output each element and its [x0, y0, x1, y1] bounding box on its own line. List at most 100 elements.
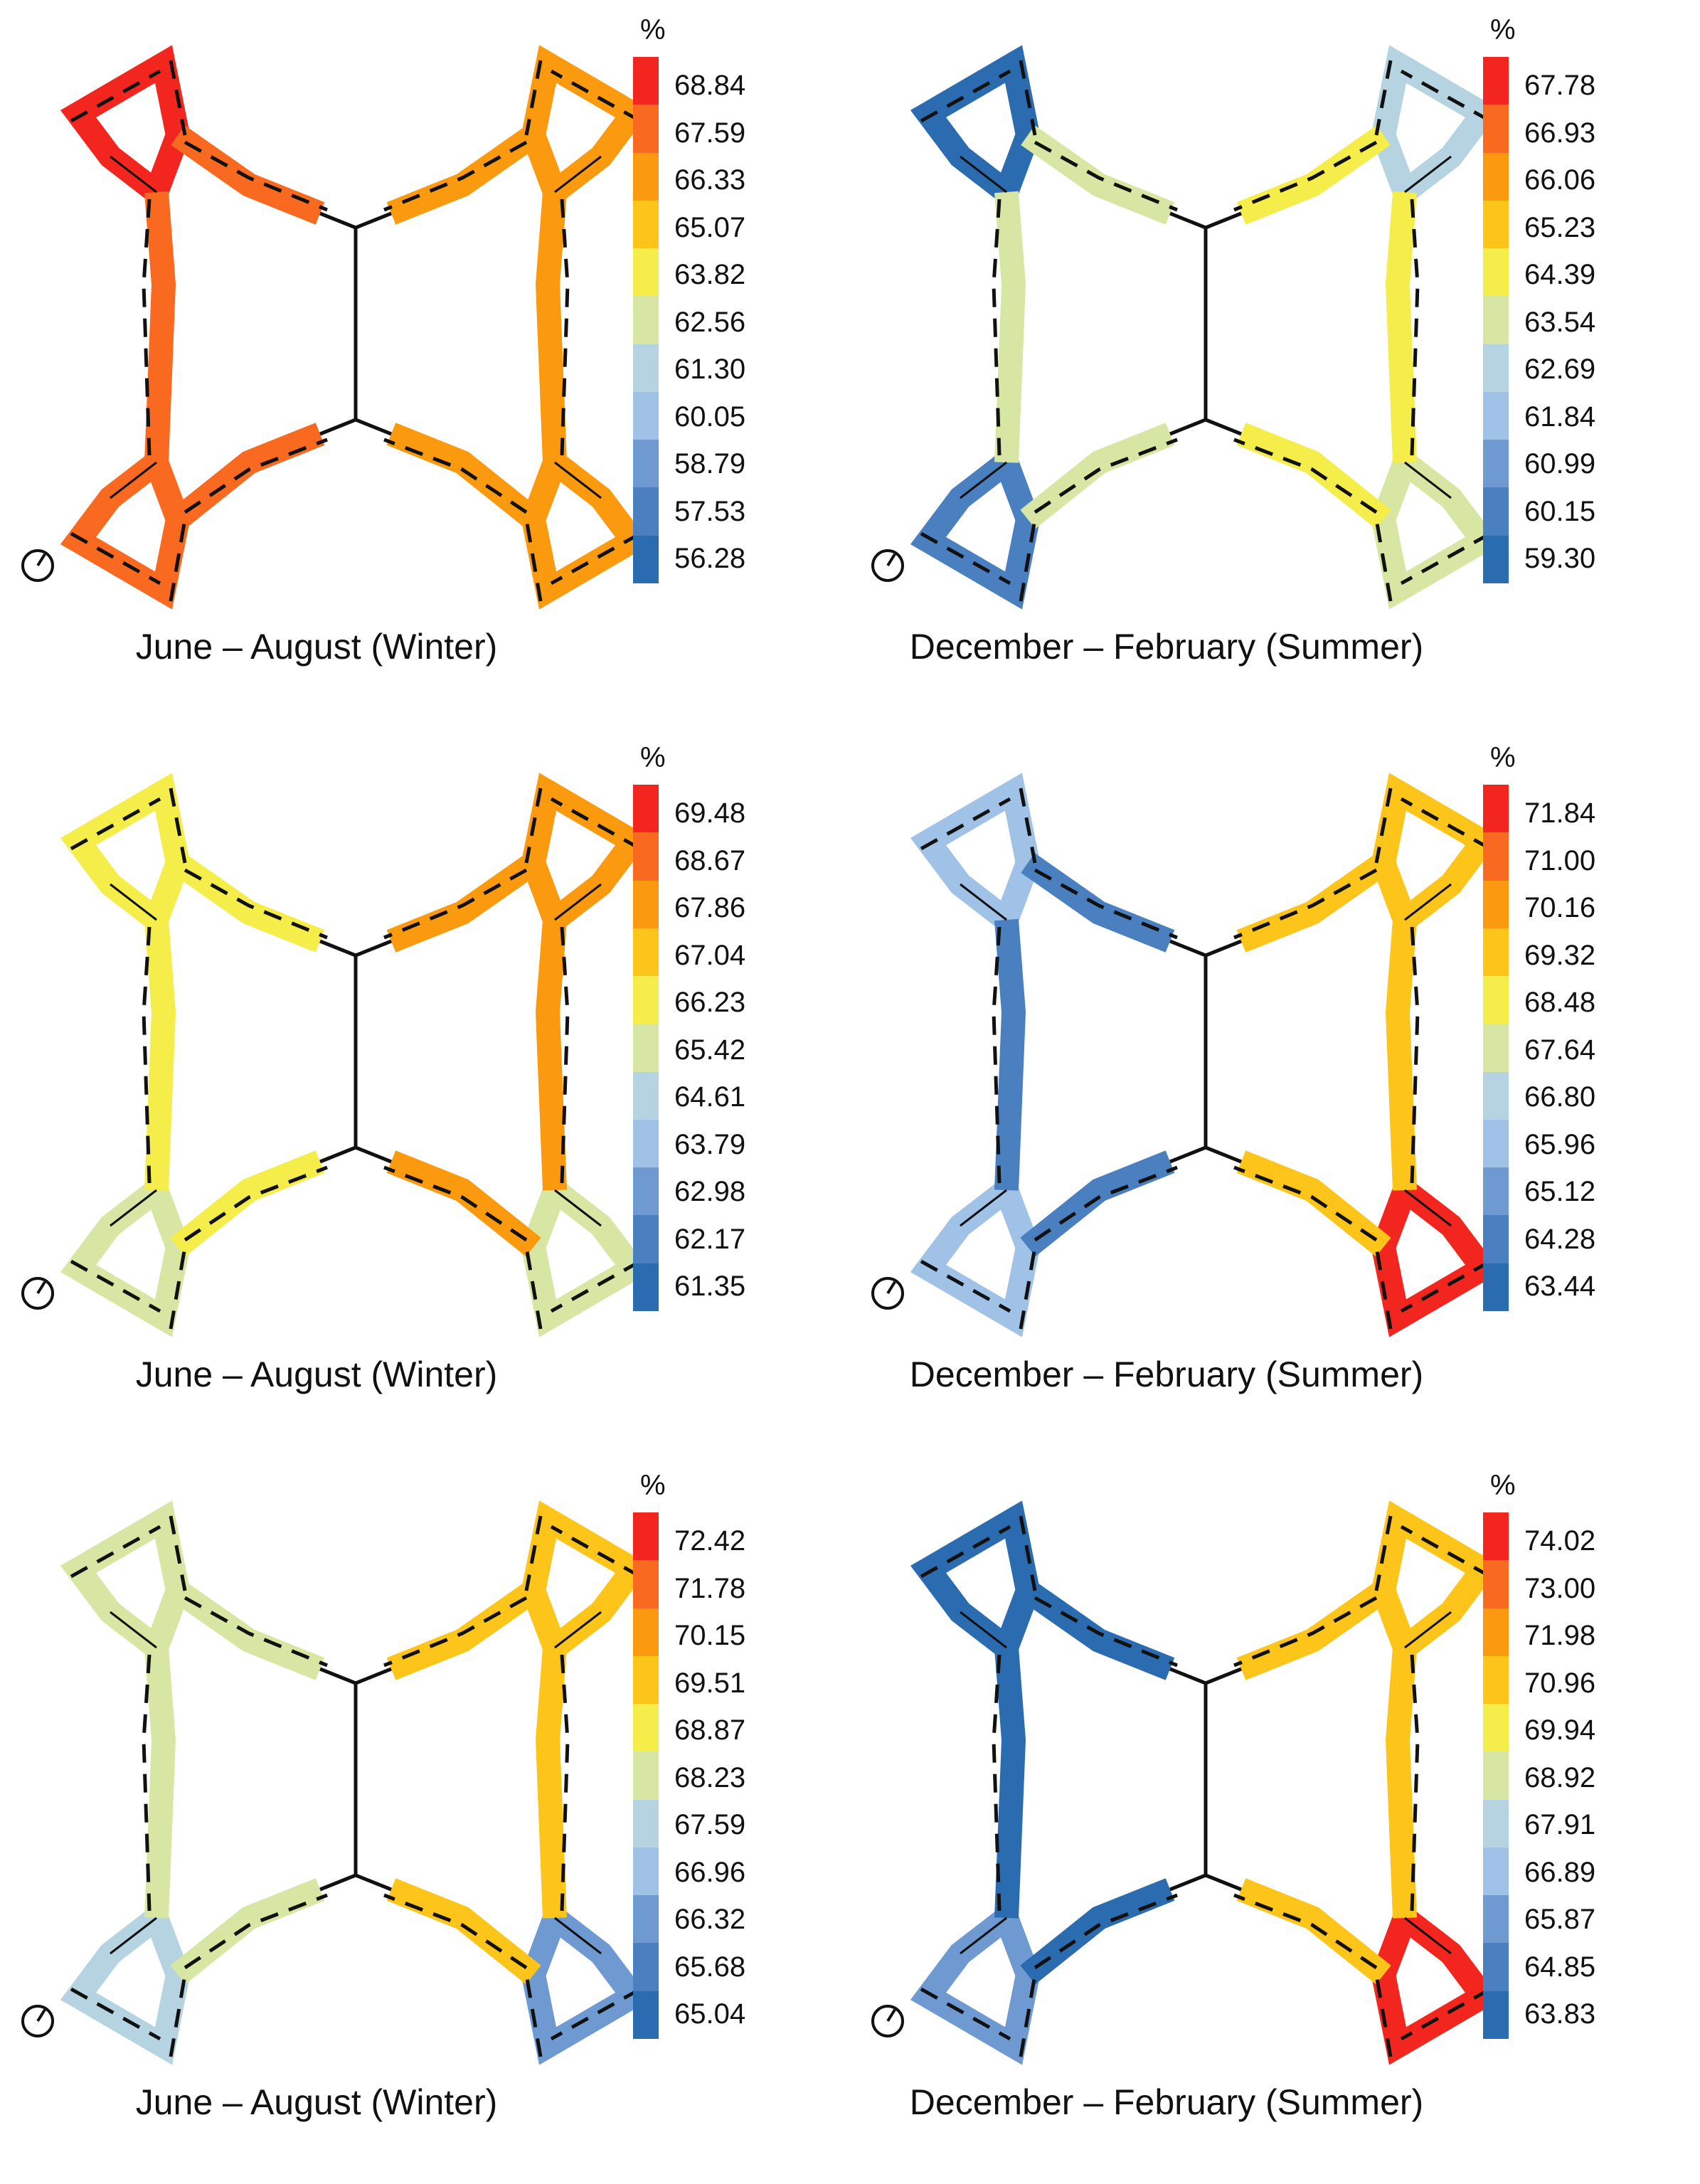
- legend-tick-label: 69.48: [674, 797, 746, 829]
- window-line: [524, 60, 543, 136]
- legend-swatch: [633, 880, 659, 929]
- legend-tick-label: 61.84: [1524, 401, 1596, 433]
- legend-tick-label: 59.30: [1524, 543, 1596, 574]
- segment-br-arm: [1236, 423, 1391, 529]
- window-line: [1374, 1974, 1393, 2057]
- wall-line: [110, 1917, 157, 1955]
- window-line: [169, 60, 187, 136]
- legend-tick-label: 63.83: [1524, 1998, 1596, 2030]
- legend-swatch: [633, 976, 659, 1024]
- legend-tick-label: 66.80: [1524, 1081, 1596, 1113]
- legend-unit: %: [640, 14, 666, 46]
- segment-tl-wing: [910, 773, 1041, 940]
- window-line: [1019, 60, 1037, 136]
- window-line: [524, 788, 543, 864]
- window-line: [142, 1654, 152, 1912]
- segment-tl-arm: [171, 853, 325, 953]
- legend-swatch: [1483, 391, 1509, 440]
- floor-plan: [910, 773, 1502, 1337]
- corridor-line: [319, 939, 392, 1164]
- legend-swatch: [633, 1512, 659, 1561]
- legend-tick-label: 63.44: [1524, 1271, 1596, 1302]
- window-line: [383, 140, 528, 212]
- legend-swatch: [1483, 1119, 1509, 1168]
- segment-tl-arm: [171, 1581, 325, 1680]
- floor-plan: [60, 773, 652, 1337]
- chart-panel: % 72.42 71.78 70.15 69.51 68.87 68.23 67.59 66.9…: [0, 1456, 850, 2183]
- compass-icon: [21, 1277, 54, 1310]
- segment-tr-stem: [1385, 1646, 1417, 1919]
- window-line: [1034, 1165, 1178, 1242]
- legend-tick-label: 57.53: [674, 495, 746, 527]
- legend-tick-label: 70.96: [1524, 1667, 1596, 1699]
- segment-tl-stem: [994, 918, 1026, 1191]
- segment-tl-arm: [171, 125, 325, 225]
- legend-colorbar: [633, 785, 659, 1312]
- legend-tick-label: 62.98: [674, 1176, 746, 1207]
- legend-swatch: [1483, 1895, 1509, 1944]
- window-line: [184, 1165, 328, 1242]
- wall-line: [1404, 1189, 1452, 1227]
- segment-tl-wing: [60, 1500, 191, 1668]
- window-line: [550, 1987, 642, 2041]
- floor-plan: [910, 45, 1502, 610]
- legend-tick-label: 65.42: [674, 1034, 746, 1066]
- color-legend: % 72.42 71.78 70.15 69.51 68.87 68.23 67.59 66.9…: [633, 1470, 818, 2040]
- wall-line: [1404, 461, 1452, 499]
- legend-swatch: [1483, 344, 1509, 393]
- chart-panel: % 69.48 68.67 67.86 67.04 66.23 65.42 64.61 63.7…: [0, 728, 850, 1456]
- corridor-line: [1169, 211, 1242, 436]
- legend-tick-label: 68.23: [674, 1761, 746, 1793]
- segment-br-wing: [521, 1898, 652, 2065]
- legend-swatch: [633, 928, 659, 977]
- chart-caption: June – August (Winter): [135, 1355, 498, 1394]
- corridor-line: [319, 211, 392, 436]
- window-line: [1233, 1165, 1378, 1242]
- wall-line: [960, 1189, 1007, 1227]
- segment-br-arm: [386, 1878, 541, 1985]
- legend-tick-label: 65.23: [1524, 211, 1596, 243]
- legend-tick-label: 56.28: [674, 543, 746, 574]
- legend-tick-label: 63.79: [674, 1128, 746, 1160]
- segment-bl-arm: [170, 1150, 325, 1257]
- legend-tick-label: 64.61: [674, 1081, 746, 1113]
- segment-tr-stem: [1385, 191, 1417, 463]
- window-line: [142, 926, 152, 1184]
- legend-swatch: [633, 152, 659, 201]
- corridor-line: [1169, 939, 1242, 1164]
- wall-line: [554, 1917, 602, 1955]
- legend-unit: %: [1490, 14, 1516, 46]
- segment-bl-arm: [170, 1878, 325, 1985]
- window-line: [1400, 531, 1492, 585]
- window-line: [1019, 1974, 1037, 2057]
- legend-tick-label: 67.91: [1524, 1809, 1596, 1840]
- window-line: [1374, 519, 1393, 602]
- window-line: [1410, 1654, 1420, 1912]
- legend-swatch: [1483, 785, 1509, 833]
- window-line: [169, 788, 187, 864]
- legend-tick-label: 66.23: [674, 987, 746, 1018]
- legend-swatch: [633, 200, 659, 249]
- segment-tr-arm: [1236, 853, 1391, 953]
- legend-tick-label: 73.00: [1524, 1572, 1596, 1604]
- legend-swatch: [633, 1071, 659, 1120]
- wall-line: [960, 883, 1007, 921]
- legend-tick-label: 61.30: [674, 354, 746, 385]
- window-line: [184, 140, 328, 212]
- legend-swatch: [633, 1751, 659, 1801]
- legend-tick-label: 72.42: [674, 1525, 746, 1557]
- window-line: [560, 1654, 570, 1912]
- legend-tick-label: 70.15: [674, 1620, 746, 1651]
- legend-unit: %: [640, 1470, 666, 1501]
- legend-tick-label: 62.69: [1524, 354, 1596, 385]
- window-line: [560, 198, 570, 456]
- legend-tick-label: 66.96: [674, 1856, 746, 1888]
- compass-icon: [21, 549, 54, 582]
- legend-swatch: [633, 1990, 659, 2040]
- legend-tick-label: 65.68: [674, 1951, 746, 1983]
- window-line: [1233, 868, 1378, 940]
- legend-tick-label: 64.85: [1524, 1951, 1596, 1983]
- chart-caption: December – February (Summer): [909, 1355, 1424, 1394]
- color-legend: % 69.48 68.67 67.86 67.04 66.23 65.42 64.61 63.7…: [633, 742, 818, 1312]
- window-line: [920, 69, 1011, 123]
